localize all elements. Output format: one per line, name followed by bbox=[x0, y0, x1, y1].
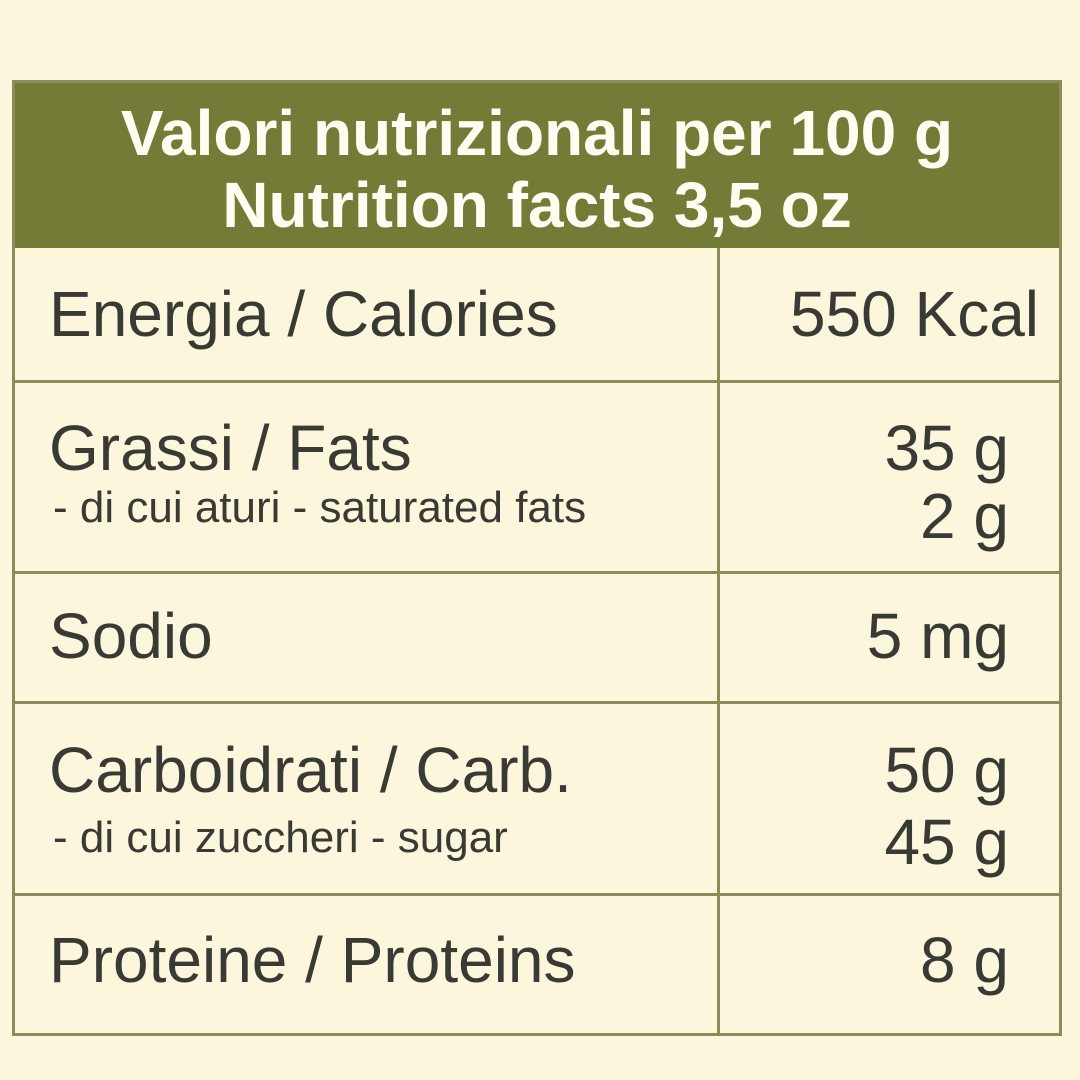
header-title-english: Nutrition facts 3,5 oz bbox=[222, 169, 852, 241]
row-divider bbox=[15, 701, 1059, 704]
row-fats-sub-value: 2 g bbox=[920, 480, 1009, 552]
row-divider bbox=[15, 571, 1059, 574]
row-carbs-sub-value: 45 g bbox=[884, 806, 1009, 878]
table-header: Valori nutrizionali per 100 g Nutrition … bbox=[15, 83, 1059, 248]
row-carbs-sub-label: - di cui zuccheri - sugar bbox=[53, 813, 508, 862]
row-energy-value: 550 Kcal bbox=[789, 278, 1039, 350]
row-carbs-value: 50 g bbox=[884, 734, 1009, 806]
column-divider bbox=[717, 248, 720, 1036]
row-proteins-label: Proteine / Proteins bbox=[49, 924, 576, 996]
row-divider bbox=[15, 380, 1059, 383]
row-proteins-value: 8 g bbox=[920, 924, 1009, 996]
row-divider bbox=[15, 893, 1059, 896]
header-title-italian: Valori nutrizionali per 100 g bbox=[120, 97, 954, 169]
row-sodium-label: Sodio bbox=[49, 600, 213, 672]
row-fats-sub-label: - di cui aturi - saturated fats bbox=[53, 483, 587, 532]
row-fats-label: Grassi / Fats bbox=[49, 412, 412, 484]
nutrition-table: Valori nutrizionali per 100 g Nutrition … bbox=[12, 80, 1062, 1036]
row-sodium-value: 5 mg bbox=[866, 600, 1009, 672]
row-energy-label: Energia / Calories bbox=[49, 278, 558, 350]
row-fats-value: 35 g bbox=[884, 412, 1009, 484]
row-carbs-label: Carboidrati / Carb. bbox=[49, 734, 572, 806]
